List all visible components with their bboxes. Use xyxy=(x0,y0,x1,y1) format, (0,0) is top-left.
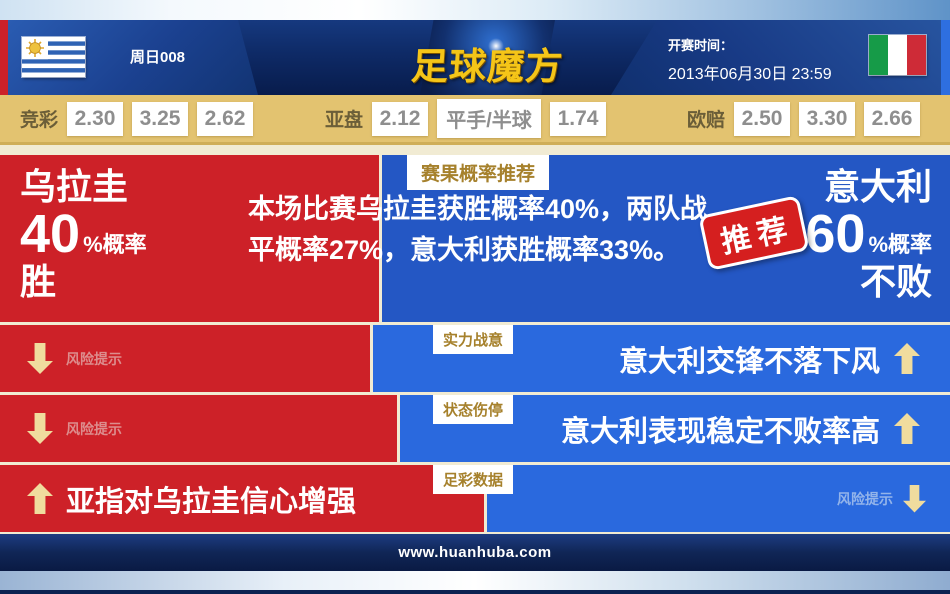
yapan-label: 亚盘 xyxy=(325,110,364,131)
strength-row: 风险提示 意大利交锋不落下风 实力战意 xyxy=(0,325,950,392)
right-blue-edge xyxy=(941,20,950,95)
main-recommendation: 乌拉圭 40 %概率 胜 意大利 60 %概率 不败 赛果概率推荐 本场比赛乌拉圭获… xyxy=(0,155,950,322)
jingcai-draw-odds: 3.25 xyxy=(132,101,189,136)
lottery-insight-panel: 亚指对乌拉圭信心增强 xyxy=(0,465,484,532)
uruguay-flag-icon xyxy=(22,37,85,77)
bottom-navy-strip xyxy=(0,590,950,594)
probability-summary: 本场比赛乌拉圭获胜概率40%，两队战平概率27%，意大利获胜概率33%。 xyxy=(248,194,708,265)
home-win-percent: 40 xyxy=(20,204,81,265)
logo-panel xyxy=(420,20,555,95)
jingcai-home-odds: 2.30 xyxy=(67,101,124,136)
up-arrow-icon xyxy=(894,343,920,374)
down-arrow-icon xyxy=(903,484,926,513)
strength-insight-panel: 意大利交锋不落下风 xyxy=(373,325,950,392)
odds-bar: 竞彩 2.30 3.25 2.62 亚盘 2.12 平手/半球 1.74 欧赔 … xyxy=(0,95,950,145)
yapan-home-odds: 2.12 xyxy=(372,101,429,136)
yapan-away-odds: 1.74 xyxy=(550,101,607,136)
strength-insight-text: 意大利交锋不落下风 xyxy=(618,345,880,378)
form-row: 风险提示 意大利表现稳定不败率高 状态伤停 xyxy=(0,395,950,462)
away-percent-suffix: %概率 xyxy=(868,232,932,258)
yapan-handicap: 平手/半球 xyxy=(437,99,542,138)
away-win-percent: 60 xyxy=(805,204,866,265)
jingcai-label: 竞彩 xyxy=(20,110,59,131)
italy-flag-icon xyxy=(869,35,926,75)
lottery-insight-text: 亚指对乌拉圭信心增强 xyxy=(66,485,357,518)
top-edge-strip xyxy=(0,0,950,20)
home-percent-suffix: %概率 xyxy=(83,232,147,258)
away-outcome: 不败 xyxy=(859,261,932,303)
site-logo: 足球魔方 xyxy=(409,46,565,87)
form-insight-text: 意大利表现稳定不败率高 xyxy=(560,415,880,448)
oupei-draw-odds: 3.30 xyxy=(799,101,856,136)
sparkle-icon xyxy=(488,38,504,54)
header: 周日008 足球魔方 开赛时间： 2013年06月30日 23:59 xyxy=(0,20,950,95)
oupei-home-odds: 2.50 xyxy=(734,101,791,136)
form-badge: 状态伤停 xyxy=(433,395,514,424)
risk-note: 风险提示 xyxy=(66,420,122,437)
oupei-label: 欧赔 xyxy=(687,110,726,131)
result-probability-badge: 赛果概率推荐 xyxy=(407,155,550,190)
kickoff-label: 开赛时间： xyxy=(668,38,734,53)
form-risk-panel: 风险提示 xyxy=(0,395,397,462)
lottery-badge: 足彩数据 xyxy=(433,465,514,494)
jingcai-away-odds: 2.62 xyxy=(197,101,254,136)
left-red-edge xyxy=(0,20,8,95)
home-team-name: 乌拉圭 xyxy=(20,166,129,207)
oupei-away-odds: 2.66 xyxy=(864,101,921,136)
up-arrow-icon xyxy=(27,483,53,514)
strength-badge: 实力战意 xyxy=(433,325,514,354)
form-insight-panel: 意大利表现稳定不败率高 xyxy=(400,395,950,462)
up-arrow-icon xyxy=(894,413,920,444)
lottery-risk-panel: 风险提示 xyxy=(487,465,950,532)
down-arrow-icon xyxy=(27,343,53,374)
risk-note: 风险提示 xyxy=(66,350,122,367)
home-outcome: 胜 xyxy=(20,261,57,303)
match-code: 周日008 xyxy=(130,49,186,66)
bottom-edge-strip xyxy=(0,571,950,590)
kickoff-time: 2013年06月30日 23:59 xyxy=(668,66,832,83)
away-team-name: 意大利 xyxy=(823,166,932,207)
strength-risk-panel: 风险提示 xyxy=(0,325,370,392)
home-team-panel: 乌拉圭 40 %概率 胜 xyxy=(0,155,379,322)
footer: www.huanhuba.com xyxy=(0,534,950,571)
site-url-link[interactable]: www.huanhuba.com xyxy=(398,544,552,561)
kickoff-time-block: 开赛时间： 2013年06月30日 23:59 xyxy=(668,35,832,84)
risk-note: 风险提示 xyxy=(837,490,893,507)
lottery-data-row: 亚指对乌拉圭信心增强 风险提示 足彩数据 xyxy=(0,465,950,532)
down-arrow-icon xyxy=(27,413,53,444)
